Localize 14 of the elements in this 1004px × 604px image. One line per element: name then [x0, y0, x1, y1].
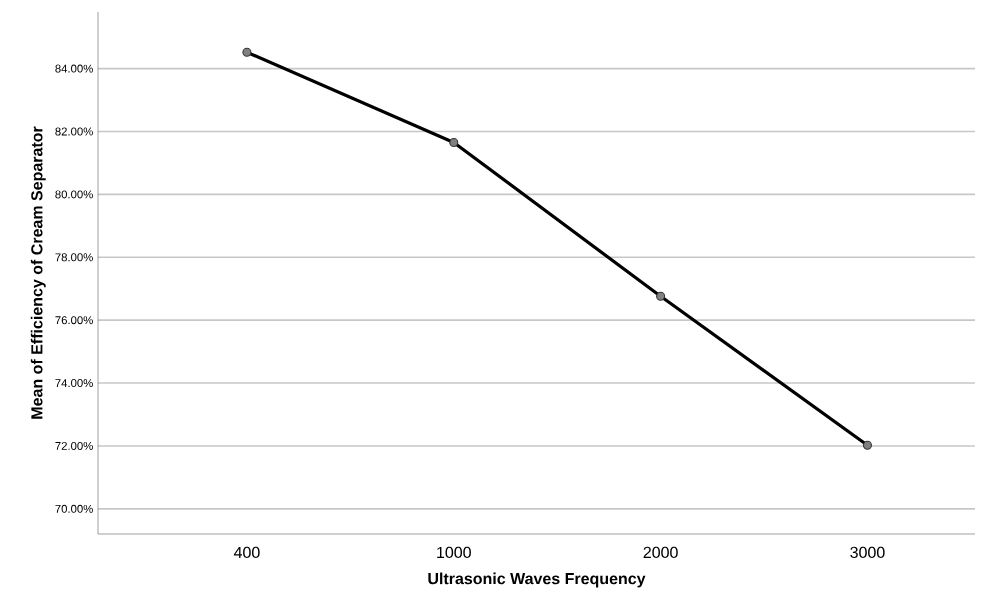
- x-tick-label: 2000: [643, 546, 678, 559]
- x-tick-label: 400: [233, 546, 260, 559]
- y-tick-label: 84.00%: [55, 64, 93, 73]
- y-tick-label: 70.00%: [55, 504, 93, 513]
- x-tick-label: 3000: [850, 546, 885, 559]
- y-tick-label: 78.00%: [55, 253, 93, 262]
- x-tick-label: 1000: [437, 546, 471, 559]
- y-tick-label: 74.00%: [55, 379, 93, 388]
- y-tick-label: 82.00%: [55, 127, 93, 136]
- y-tick-label: 80.00%: [55, 190, 93, 199]
- y-axis-title: Mean of Efficiency of Cream Separator: [30, 126, 46, 419]
- x-axis-title: Ultrasonic Waves Frequency: [428, 572, 646, 588]
- y-tick-label: 76.00%: [55, 316, 93, 325]
- y-tick-label: 72.00%: [55, 441, 93, 450]
